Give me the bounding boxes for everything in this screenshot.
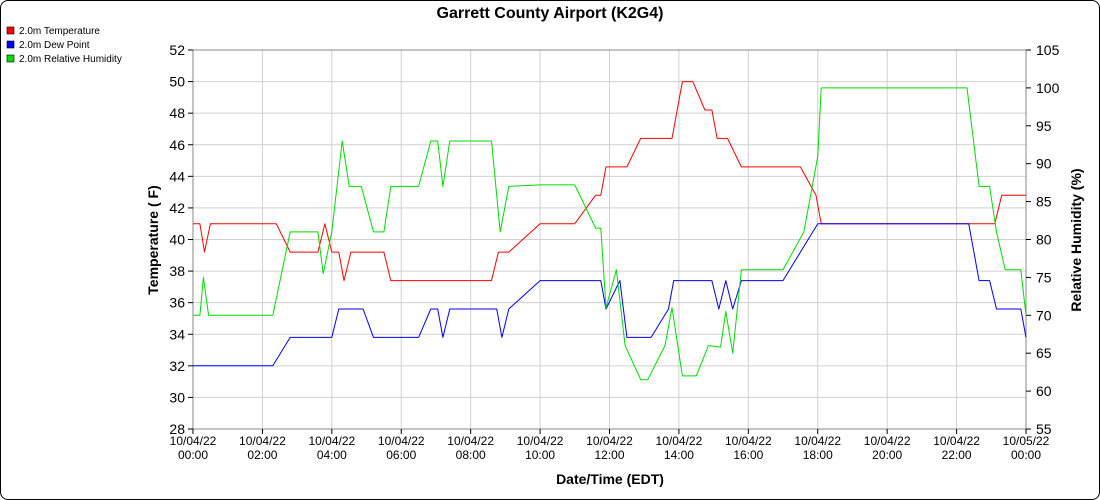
x-tick-time: 22:00 (942, 448, 972, 462)
x-tick-date: 10/04/22 (933, 434, 980, 448)
y-tick-label: 38 (169, 263, 185, 279)
legend-swatch-2-0m-dew-point (6, 40, 15, 49)
y2-tick-label: 75 (1036, 269, 1052, 285)
x-tick-date: 10/04/22 (170, 434, 217, 448)
series-line-2-0m-relative-humidity (193, 87, 1027, 381)
legend-swatch-2-0m-temperature (6, 26, 15, 35)
legend-label-2-0m-temperature: 2.0m Temperature (19, 26, 100, 37)
x-tick-date: 10/04/22 (656, 434, 703, 448)
y-tick-label: 40 (169, 232, 185, 248)
x-axis-title: Date/Time (EDT) (556, 471, 664, 487)
y-tick-label: 34 (169, 326, 185, 342)
grid (192, 49, 1027, 430)
legend: 2.0m Temperature 2.0m Dew Point 2.0m Relat… (6, 26, 122, 65)
y-tick-label: 44 (169, 168, 185, 184)
y-tick-label: 46 (169, 137, 185, 153)
x-tick-time: 00:00 (178, 448, 208, 462)
y-tick-label: 32 (169, 358, 185, 374)
x-tick-time: 02:00 (247, 448, 277, 462)
x-tick-date: 10/04/22 (308, 434, 355, 448)
series-lines (193, 81, 1027, 381)
y2-tick-label: 100 (1036, 80, 1060, 96)
y2-tick-label: 80 (1036, 232, 1052, 248)
x-tick-time: 10:00 (525, 448, 555, 462)
x-tick-time: 16:00 (733, 448, 763, 462)
x-tick-time: 00:00 (1011, 448, 1041, 462)
x-tick-date: 10/05/22 (1003, 434, 1050, 448)
series-line-2-0m-dew-point (193, 223, 1027, 367)
y-tick-label: 50 (169, 74, 185, 90)
x-tick-time: 12:00 (594, 448, 624, 462)
x-tick-time: 04:00 (317, 448, 347, 462)
x-tick-time: 06:00 (386, 448, 416, 462)
x-tick-time: 18:00 (803, 448, 833, 462)
x-tick-date: 10/04/22 (239, 434, 286, 448)
x-tick-date: 10/04/22 (586, 434, 633, 448)
x-tick-date: 10/04/22 (725, 434, 772, 448)
x-tick-date: 10/04/22 (864, 434, 911, 448)
x-tick-date: 10/04/22 (378, 434, 425, 448)
y2-axis-title: Relative Humidity (%) (1068, 168, 1084, 311)
y2-tick-label: 95 (1036, 118, 1052, 134)
y-axis-title: Temperature ( F) (145, 185, 161, 294)
y-tick-label: 52 (169, 42, 185, 58)
y-tick-label: 48 (169, 105, 185, 121)
y2-axis-ticks: 55 60 65 70 75 80 85 90 95 100 105 (1026, 42, 1060, 437)
x-tick-time: 20:00 (872, 448, 902, 462)
x-tick-date: 10/04/22 (517, 434, 564, 448)
y2-tick-label: 90 (1036, 156, 1052, 172)
y2-tick-label: 60 (1036, 383, 1052, 399)
series-line-2-0m-temperature (193, 81, 1026, 282)
y2-tick-label: 105 (1036, 42, 1060, 58)
y-tick-label: 28 (169, 421, 185, 437)
y-tick-label: 36 (169, 295, 185, 311)
x-tick-time: 08:00 (456, 448, 486, 462)
y2-tick-label: 65 (1036, 345, 1052, 361)
y-tick-label: 42 (169, 200, 185, 216)
y2-tick-label: 55 (1036, 421, 1052, 437)
x-tick-time: 14:00 (664, 448, 694, 462)
x-tick-date: 10/04/22 (447, 434, 494, 448)
x-tick-date: 10/04/22 (794, 434, 841, 448)
y2-tick-label: 70 (1036, 307, 1052, 323)
y2-tick-label: 85 (1036, 194, 1052, 210)
legend-label-2-0m-relative-humidity: 2.0m Relative Humidity (19, 54, 122, 65)
y-tick-label: 30 (169, 389, 185, 405)
chart-title: Garrett County Airport (K2G4) (437, 5, 664, 22)
y-axis-ticks: 28 30 32 34 36 38 40 42 44 46 48 50 52 (169, 42, 193, 437)
legend-label-2-0m-dew-point: 2.0m Dew Point (19, 40, 90, 51)
legend-swatch-2-0m-relative-humidity (6, 54, 15, 63)
x-axis-ticks: 10/04/2200:0010/04/2202:0010/04/2204:001… (170, 429, 1050, 462)
